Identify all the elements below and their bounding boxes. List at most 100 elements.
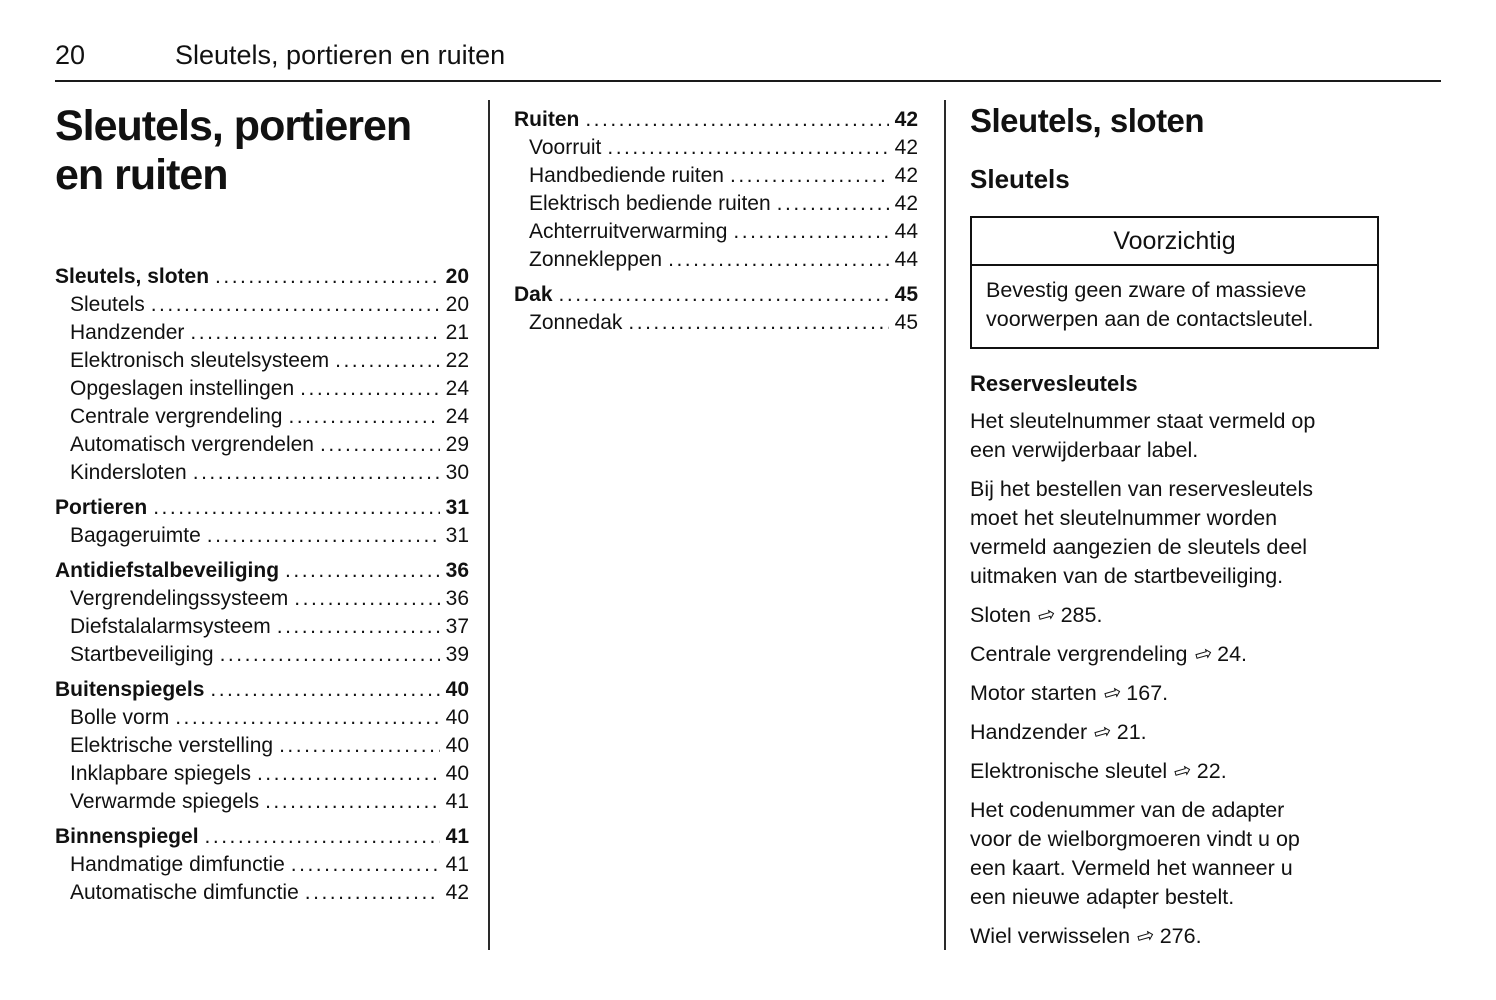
subsection-title: Sleutels	[970, 164, 1070, 194]
right-column: Sleutels, sloten Sleutels Voorzichtig Be…	[970, 100, 1384, 951]
caution-box: Voorzichtig Bevestig geen zware of massi…	[970, 216, 1379, 349]
toc-item[interactable]: Dak 45	[514, 281, 918, 309]
toc-item-label: Binnenspiegel	[55, 825, 199, 848]
page-reference-link[interactable]: Sloten ⇨ 285.	[970, 601, 1384, 630]
toc-item[interactable]: Bagageruimte 31	[55, 522, 469, 550]
toc-dot-leader	[777, 190, 889, 218]
page-reference-link[interactable]: Handzender ⇨ 21.	[970, 718, 1384, 747]
caution-box-body: Bevestig geen zware of massieve voorwerp…	[986, 278, 1314, 331]
toc-item[interactable]: Ruiten 42	[514, 106, 918, 134]
toc-item[interactable]: Elektrische verstelling 40	[55, 732, 469, 760]
toc-dot-leader	[300, 375, 440, 403]
toc-item[interactable]: Automatisch vergrendelen 29	[55, 431, 469, 459]
chapter-title-line1: Sleutels, portieren	[55, 102, 412, 150]
toc-dot-leader	[190, 319, 440, 347]
toc-item[interactable]: Achterruitverwarming 44	[514, 218, 918, 246]
toc-dot-leader	[151, 291, 440, 319]
toc-dot-leader	[220, 641, 440, 669]
toc-item-page: 40	[445, 706, 469, 729]
toc-dot-leader	[730, 162, 889, 190]
toc-dot-leader	[257, 760, 440, 788]
toc-item-page: 45	[894, 283, 918, 306]
toc-item[interactable]: Elektrisch bediende ruiten 42	[514, 190, 918, 218]
toc-item[interactable]: Bolle vorm 40	[55, 704, 469, 732]
toc-item[interactable]: Sleutels, sloten 20	[55, 263, 469, 291]
toc-item[interactable]: Zonnekleppen 44	[514, 246, 918, 274]
toc-dot-leader	[153, 494, 440, 522]
toc-item[interactable]: Diefstalalarmsysteem 37	[55, 613, 469, 641]
toc-item-page: 45	[894, 311, 918, 334]
toc-item-page: 31	[445, 524, 469, 547]
toc-item-page: 40	[445, 762, 469, 785]
toc-item[interactable]: Inklapbare spiegels 40	[55, 760, 469, 788]
page-ref-arrow-icon: ⇨	[1100, 680, 1125, 707]
toc-item-page: 36	[445, 559, 469, 582]
toc-item[interactable]: Sleutels 20	[55, 291, 469, 319]
subheading-reservesleutels: Reservesleutels	[970, 371, 1138, 396]
toc-item-label: Kindersloten	[70, 461, 187, 484]
page-reference-label: Handzender	[970, 720, 1088, 744]
toc-item-page: 41	[445, 790, 469, 813]
toc-item[interactable]: Centrale vergrendeling 24	[55, 403, 469, 431]
toc-item[interactable]: Handmatige dimfunctie 41	[55, 851, 469, 879]
toc-dot-leader	[733, 218, 889, 246]
toc-item[interactable]: Elektronisch sleutelsysteem 22	[55, 347, 469, 375]
toc-item[interactable]: Binnenspiegel 41	[55, 823, 469, 851]
toc-item-page: 24	[445, 405, 469, 428]
body-paragraph: Bij het bestellen van reservesleutels mo…	[970, 477, 1313, 588]
page-ref-arrow-icon: ⇨	[1171, 758, 1195, 785]
toc-item[interactable]: Voorruit 42	[514, 134, 918, 162]
toc-item-page: 40	[445, 734, 469, 757]
toc-item[interactable]: Zonnedak 45	[514, 309, 918, 337]
toc-item[interactable]: Handbediende ruiten 42	[514, 162, 918, 190]
page-reference-link[interactable]: Elektronische sleutel ⇨ 22.	[970, 757, 1384, 786]
toc-item-page: 44	[894, 248, 918, 271]
toc-item[interactable]: Vergrendelingssysteem 36	[55, 585, 469, 613]
toc-dot-leader	[215, 263, 440, 291]
toc-item-page: 21	[445, 321, 469, 344]
column-divider-left	[488, 100, 490, 950]
toc-item[interactable]: Kindersloten 30	[55, 459, 469, 487]
toc-item-page: 40	[445, 678, 469, 701]
toc-item-page: 20	[445, 293, 469, 316]
toc-item-label: Portieren	[55, 496, 148, 519]
toc-item[interactable]: Verwarmde spiegels 41	[55, 788, 469, 816]
middle-column: Ruiten 42 Voorruit 42 Handbediende ruite…	[514, 106, 918, 337]
page-number: 20	[55, 40, 86, 70]
toc-item-label: Handmatige dimfunctie	[70, 853, 285, 876]
toc-item[interactable]: Automatische dimfunctie 42	[55, 879, 469, 907]
body-paragraph: Het codenummer van de adapter voor de wi…	[970, 798, 1300, 909]
toc-dot-leader	[285, 557, 440, 585]
body-paragraph: Het sleutelnummer staat vermeld op een v…	[970, 409, 1316, 462]
toc-item-page: 42	[445, 881, 469, 904]
toc-item-page: 36	[445, 587, 469, 610]
toc-item[interactable]: Portieren 31	[55, 494, 469, 522]
toc-item[interactable]: Startbeveiliging 39	[55, 641, 469, 669]
toc-item[interactable]: Handzender 21	[55, 319, 469, 347]
toc-dot-leader	[210, 676, 440, 704]
toc-item-label: Handzender	[70, 321, 185, 344]
toc-dot-leader	[305, 879, 440, 907]
toc-item-label: Ruiten	[514, 108, 580, 131]
toc-item[interactable]: Buitenspiegels 40	[55, 676, 469, 704]
toc-dot-leader	[559, 281, 889, 309]
toc-item-page: 44	[894, 220, 918, 243]
page-reference-link[interactable]: Centrale vergrendeling ⇨ 24.	[970, 640, 1384, 669]
toc-item-label: Handbediende ruiten	[529, 164, 724, 187]
toc-item-page: 42	[894, 108, 918, 131]
page-reference-link[interactable]: Motor starten ⇨ 167.	[970, 679, 1384, 708]
page-reference-number: 21.	[1116, 720, 1147, 744]
toc-item-page: 39	[445, 643, 469, 666]
toc-item-page: 20	[445, 265, 469, 288]
toc-item-label: Zonnedak	[529, 311, 623, 334]
toc-item[interactable]: Opgeslagen instellingen 24	[55, 375, 469, 403]
toc-item-label: Diefstalalarmsysteem	[70, 615, 271, 638]
toc-item-label: Startbeveiliging	[70, 643, 214, 666]
toc-item-label: Voorruit	[529, 136, 602, 159]
toc-item-page: 30	[445, 461, 469, 484]
toc-item[interactable]: Antidiefstalbeveiliging 36	[55, 557, 469, 585]
toc-dot-leader	[335, 347, 440, 375]
toc-dot-leader	[320, 431, 440, 459]
page-reference-number: 276.	[1159, 924, 1202, 948]
page-reference-link[interactable]: Wiel verwisselen ⇨ 276.	[970, 922, 1384, 951]
